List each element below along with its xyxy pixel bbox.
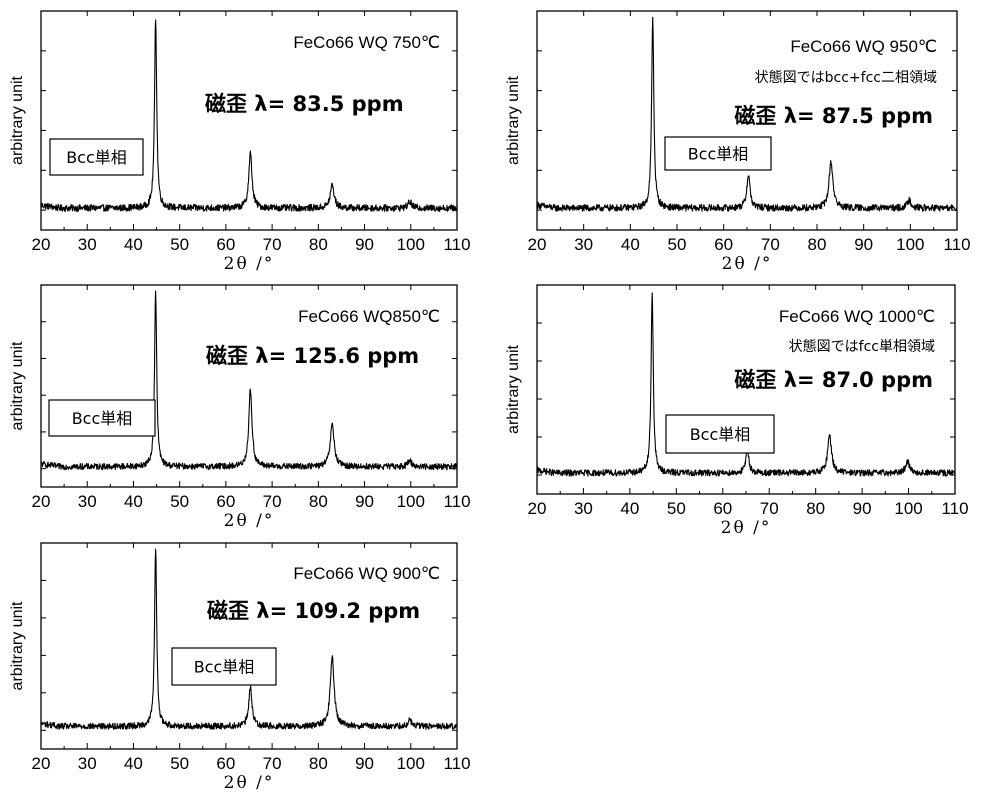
y-axis-label: arbitrary unit <box>505 344 522 433</box>
x-tick-label: 50 <box>667 499 686 518</box>
x-tick-label: 30 <box>78 754 97 773</box>
x-tick-label: 20 <box>32 492 51 511</box>
x-tick-label: 80 <box>309 235 328 254</box>
x-tick-label: 110 <box>443 754 470 773</box>
xrd-trace <box>40 548 458 730</box>
panel-title: FeCo66 WQ 750℃ <box>293 33 440 52</box>
x-tick-label: 40 <box>620 499 639 518</box>
x-tick-label: 80 <box>309 492 328 511</box>
x-tick-label: 100 <box>894 499 922 518</box>
x-tick-label: 20 <box>528 499 547 518</box>
x-tick-label: 60 <box>216 754 235 773</box>
x-tick-label: 80 <box>808 235 827 254</box>
x-tick-label: 70 <box>263 492 282 511</box>
phase-label-box <box>664 136 772 171</box>
phase-label-box <box>49 138 144 176</box>
x-tick-label: 20 <box>528 235 547 254</box>
x-tick-label: 20 <box>32 235 51 254</box>
x-tick-label: 40 <box>124 235 143 254</box>
phase-label-box <box>171 647 277 686</box>
x-tick-label: 90 <box>355 235 374 254</box>
x-tick-label: 40 <box>124 754 143 773</box>
x-tick-label: 50 <box>170 235 189 254</box>
x-tick-label: 80 <box>309 754 328 773</box>
phase-label: Bcc単相 <box>72 409 133 428</box>
x-tick-label: 60 <box>216 235 235 254</box>
xrd-trace <box>536 292 956 477</box>
panel-title: FeCo66 WQ 1000℃ <box>779 307 935 326</box>
y-axis-label: arbitrary unit <box>9 601 26 690</box>
magnetostriction-value: 磁歪 λ= 87.5 ppm <box>734 104 933 128</box>
xrd-trace <box>536 16 958 212</box>
x-axis-label: 2θ /° <box>722 254 773 274</box>
x-tick-label: 110 <box>943 235 970 254</box>
magnetostriction-value: 磁歪 λ= 87.0 ppm <box>734 368 933 392</box>
magnetostriction-value: 磁歪 λ= 125.6 ppm <box>206 344 419 368</box>
chart-panel-1: 20 30 40 50 60 70 80 90 100 110 2θ /° arbitrary uni… <box>9 10 471 274</box>
chart-panel-5: 20 30 40 50 60 70 80 90 100 110 2θ /° arbitrary uni… <box>9 542 471 793</box>
phase-label: Bcc単相 <box>66 148 127 167</box>
x-axis-label: 2θ /° <box>721 518 772 538</box>
panel-title: FeCo66 WQ 900℃ <box>293 564 440 583</box>
x-tick-label: 110 <box>443 492 470 511</box>
x-tick-label: 90 <box>355 492 374 511</box>
x-tick-label: 30 <box>574 235 593 254</box>
x-tick-label: 60 <box>216 492 235 511</box>
phase-label: Bcc単相 <box>690 425 751 444</box>
phase-label-box <box>665 414 775 454</box>
x-tick-label: 90 <box>854 235 873 254</box>
x-tick-label: 40 <box>621 235 640 254</box>
x-tick-label: 30 <box>78 492 97 511</box>
magnetostriction-value: 磁歪 λ= 109.2 ppm <box>207 599 420 623</box>
x-tick-label: 30 <box>574 499 593 518</box>
chart-panel-4: 20 30 40 50 60 70 80 90 100 110 2θ /° arbitrary uni… <box>505 284 969 538</box>
x-tick-label: 70 <box>263 235 282 254</box>
x-tick-label: 100 <box>397 492 425 511</box>
x-tick-label: 60 <box>713 499 732 518</box>
x-tick-label: 50 <box>170 492 189 511</box>
panel-title: FeCo66 WQ850℃ <box>298 307 440 326</box>
y-axis-label: arbitrary unit <box>9 75 26 164</box>
panel-title: FeCo66 WQ 950℃ <box>790 37 937 56</box>
x-tick-label: 80 <box>806 499 825 518</box>
x-tick-label: 40 <box>124 492 143 511</box>
x-tick-label: 30 <box>78 235 97 254</box>
phase-diagram-note: 状態図ではfcc単相領域 <box>789 338 935 355</box>
x-tick-label: 70 <box>263 754 282 773</box>
chart-panel-2: 20 30 40 50 60 70 80 90 100 110 2θ /° arbitrary uni… <box>505 10 971 274</box>
phase-label: Bcc単相 <box>688 145 749 164</box>
chart-panel-3: 20 30 40 50 60 70 80 90 100 110 2θ /° arbitrary uni… <box>9 284 471 531</box>
x-tick-label: 100 <box>397 754 425 773</box>
xrd-trace <box>40 19 458 212</box>
x-tick-label: 60 <box>714 235 733 254</box>
phase-diagram-note: 状態図ではbcc+fcc二相領域 <box>755 69 937 86</box>
x-tick-label: 70 <box>760 499 779 518</box>
y-axis-label: arbitrary unit <box>9 341 26 430</box>
x-axis-label: 2θ /° <box>224 773 275 793</box>
x-tick-label: 100 <box>397 235 425 254</box>
xrd-trace <box>40 290 458 471</box>
magnetostriction-value: 磁歪 λ= 83.5 ppm <box>205 92 404 116</box>
x-tick-label: 50 <box>170 754 189 773</box>
x-axis-label: 2θ /° <box>224 254 275 274</box>
x-tick-label: 50 <box>668 235 687 254</box>
phase-label: Bcc単相 <box>194 658 255 677</box>
x-tick-label: 110 <box>941 499 968 518</box>
phase-label-box <box>48 399 156 437</box>
x-axis-label: 2θ /° <box>224 511 275 531</box>
x-tick-label: 110 <box>443 235 470 254</box>
y-axis-label: arbitrary unit <box>505 75 522 164</box>
x-tick-label: 70 <box>761 235 780 254</box>
x-tick-label: 20 <box>32 754 51 773</box>
x-tick-label: 100 <box>896 235 924 254</box>
x-tick-label: 90 <box>355 754 374 773</box>
x-tick-label: 90 <box>853 499 872 518</box>
